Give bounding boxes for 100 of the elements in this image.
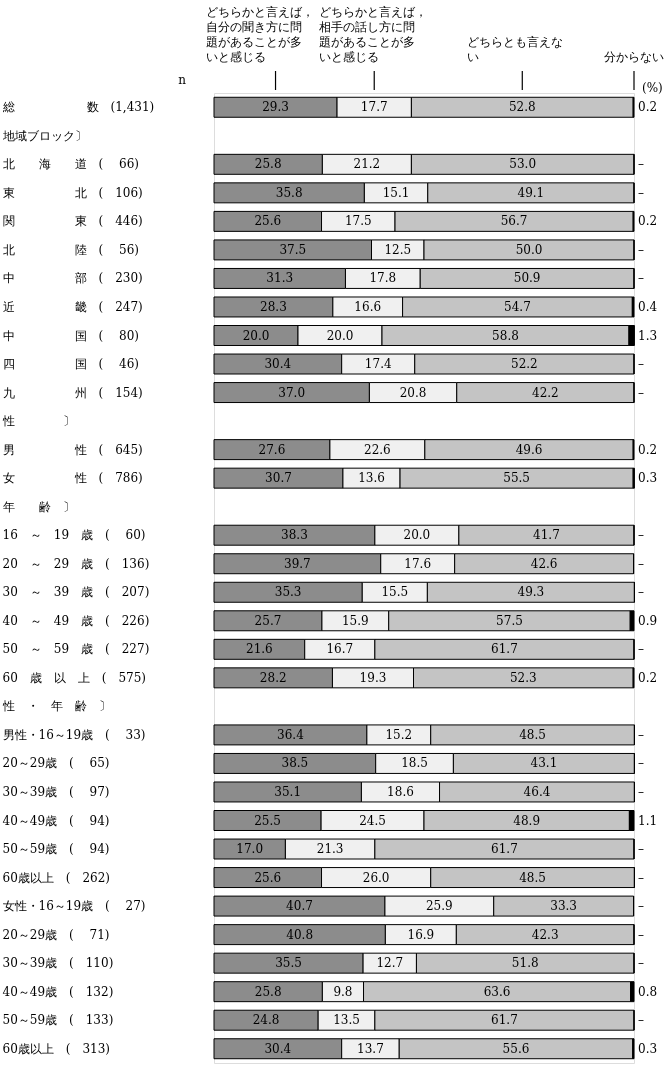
data-label: 17.4 bbox=[364, 357, 392, 372]
data-label: 25.6 bbox=[254, 870, 282, 885]
data-label: 33.3 bbox=[550, 899, 578, 914]
data-label: 52.2 bbox=[511, 357, 538, 372]
y-tick-label: 30～39歳 ( 97) bbox=[2, 784, 110, 799]
data-label: 58.8 bbox=[492, 328, 519, 343]
y-tick-label: 30～39歳 ( 110) bbox=[2, 956, 114, 971]
data-label: 17.6 bbox=[404, 556, 432, 571]
data-label: 18.6 bbox=[387, 784, 414, 799]
data-label: 20.0 bbox=[403, 528, 431, 543]
data-label: 0.2 bbox=[638, 214, 658, 229]
data-label: 63.6 bbox=[483, 984, 511, 999]
data-label: 16.7 bbox=[326, 642, 354, 657]
data-label: 49.3 bbox=[517, 585, 545, 600]
y-tick-label: 男 性 ( 645) bbox=[2, 442, 143, 457]
data-label: 38.3 bbox=[281, 528, 308, 543]
data-label: – bbox=[638, 357, 644, 372]
data-label: 40.7 bbox=[286, 899, 313, 914]
y-tick-label: 60歳以上 ( 262) bbox=[2, 870, 111, 885]
y-tick-label: 20 ～ 29 歳 ( 136) bbox=[2, 556, 150, 571]
data-label: – bbox=[638, 870, 644, 885]
data-label: 37.0 bbox=[278, 385, 306, 400]
data-label: 25.7 bbox=[254, 613, 282, 628]
data-label: 49.1 bbox=[517, 185, 545, 200]
data-label: – bbox=[638, 727, 644, 742]
data-label: 12.7 bbox=[376, 956, 404, 971]
data-label: 19.3 bbox=[359, 670, 387, 685]
data-label: 24.5 bbox=[359, 813, 386, 828]
data-label: 12.5 bbox=[384, 242, 412, 257]
data-label: 41.7 bbox=[533, 528, 560, 543]
data-label: – bbox=[638, 556, 644, 571]
data-label: 52.3 bbox=[509, 670, 537, 685]
data-label: – bbox=[638, 271, 644, 286]
data-label: 16.9 bbox=[407, 927, 435, 942]
data-label: 0.3 bbox=[638, 471, 658, 486]
data-label: 46.4 bbox=[523, 784, 551, 799]
data-label: 13.6 bbox=[358, 471, 385, 486]
data-label: 20.8 bbox=[399, 385, 427, 400]
data-label: 43.1 bbox=[530, 756, 558, 771]
y-tick-label: 北 海 道 ( 66) bbox=[2, 157, 139, 172]
text: どちらとも言えない bbox=[467, 35, 564, 64]
data-label: – bbox=[638, 784, 644, 799]
data-label: 30.4 bbox=[264, 357, 292, 372]
y-tick-label: 30 ～ 39 歳 ( 207) bbox=[2, 585, 150, 600]
y-tick-label: 60 歳 以 上 ( 575) bbox=[2, 670, 147, 685]
data-label: 30.4 bbox=[264, 1041, 292, 1056]
data-label: 31.3 bbox=[266, 271, 294, 286]
data-label: – bbox=[638, 242, 644, 257]
data-label: 48.5 bbox=[519, 727, 546, 742]
y-tick-label: 関 東 ( 446) bbox=[2, 214, 143, 229]
data-label: – bbox=[638, 756, 644, 771]
data-label: 26.0 bbox=[362, 870, 390, 885]
y-tick-label: 16 ～ 19 歳 ( 60) bbox=[2, 528, 146, 543]
data-label: 27.6 bbox=[258, 442, 286, 457]
data-label: 0.4 bbox=[638, 299, 658, 314]
y-tick-label: 男性・16～19歳 ( 33) bbox=[2, 727, 146, 742]
data-label: 0.9 bbox=[638, 613, 658, 628]
y-tick-label: 東 北 ( 106) bbox=[2, 185, 143, 200]
data-label: 0.3 bbox=[638, 1041, 658, 1056]
data-label: 21.6 bbox=[246, 642, 273, 657]
data-label: 35.1 bbox=[274, 784, 302, 799]
data-label: 1.3 bbox=[638, 328, 658, 343]
data-label: 28.3 bbox=[260, 299, 287, 314]
y-tick-label: 近 畿 ( 247) bbox=[2, 299, 143, 314]
data-label: 56.7 bbox=[500, 214, 528, 229]
data-label: 55.6 bbox=[502, 1041, 530, 1056]
data-label: 13.7 bbox=[357, 1041, 384, 1056]
data-label: – bbox=[638, 899, 644, 914]
data-label: 0.8 bbox=[638, 984, 658, 999]
data-label: 36.4 bbox=[277, 727, 305, 742]
y-tick-label: 40 ～ 49 歳 ( 226) bbox=[2, 613, 150, 628]
data-label: 20.0 bbox=[242, 328, 270, 343]
data-label: 24.8 bbox=[252, 1013, 280, 1028]
y-tick-label: 50 ～ 59 歳 ( 227) bbox=[2, 642, 150, 657]
text: どちらかと言えば，自分の聞き方に問題があることが多いと感じる bbox=[205, 5, 314, 64]
data-label: 30.7 bbox=[265, 471, 292, 486]
data-label: 20.0 bbox=[326, 328, 354, 343]
data-label: 42.3 bbox=[531, 927, 559, 942]
data-label: 49.6 bbox=[515, 442, 543, 457]
data-label: – bbox=[638, 1013, 644, 1028]
data-label: – bbox=[638, 927, 644, 942]
data-label: 17.8 bbox=[369, 271, 397, 286]
data-label: 0.2 bbox=[638, 100, 658, 115]
data-label: 21.2 bbox=[353, 157, 381, 172]
data-label: 42.6 bbox=[530, 556, 558, 571]
data-label: 15.1 bbox=[382, 185, 410, 200]
data-label: 39.7 bbox=[284, 556, 311, 571]
y-tick-label: 中 国 ( 80) bbox=[2, 328, 139, 343]
data-label: 48.9 bbox=[513, 813, 541, 828]
data-label: 25.5 bbox=[254, 813, 281, 828]
y-tick-label: 60歳以上 ( 313) bbox=[2, 1041, 111, 1056]
data-label: 15.2 bbox=[385, 727, 413, 742]
data-label: 50.9 bbox=[513, 271, 541, 286]
data-label: 17.5 bbox=[344, 214, 372, 229]
y-tick-label: 地域ブロック〕 bbox=[1, 128, 87, 143]
text: (%) bbox=[642, 81, 663, 95]
data-label: 52.8 bbox=[508, 100, 536, 115]
y-tick-label: 40～49歳 ( 94) bbox=[2, 813, 110, 828]
y-tick-label: 女性・16～19歳 ( 27) bbox=[2, 899, 146, 914]
data-label: 25.8 bbox=[254, 157, 282, 172]
